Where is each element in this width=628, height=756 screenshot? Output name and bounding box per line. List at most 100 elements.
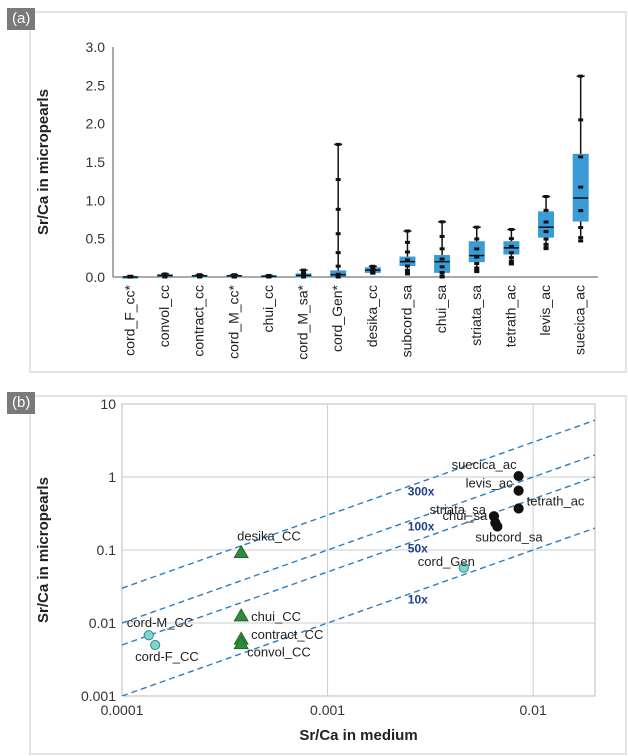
box-plot-chart: 0.0 0.5 1.0 1.5 2.0 2.5 3.0 Sr/Ca in micropearl…: [29, 11, 627, 373]
data-dot: [508, 244, 514, 248]
point-label: cord-F_CC: [135, 649, 199, 664]
y-tick-label: 0.0: [86, 269, 106, 285]
point-label: suecica_ac: [452, 457, 518, 472]
box: [468, 241, 485, 263]
data-dot: [370, 268, 376, 272]
y-axis-title: Sr/Ca in micropearls: [35, 89, 52, 235]
point-label: striata_sa: [430, 502, 487, 517]
data-dot: [335, 232, 341, 236]
data-dot: [335, 207, 341, 211]
data-point-triangle: [233, 608, 249, 622]
point-label: tetrath_ac: [527, 494, 585, 509]
data-dot: [335, 275, 341, 279]
y-tick-label: 2.5: [86, 77, 106, 93]
data-dot: [508, 256, 514, 260]
data-dot: [231, 273, 237, 277]
y-tick-label: 1: [108, 469, 116, 485]
data-point-circle: [150, 639, 161, 651]
point-label: subcord_sa: [475, 529, 543, 544]
reference-line: [122, 527, 595, 696]
y-tick-label: 1.5: [86, 154, 106, 170]
data-dot: [578, 236, 584, 240]
reference-line-label: 10x: [408, 592, 428, 606]
data-point-circle: [513, 485, 524, 496]
data-dot: [578, 155, 584, 159]
data-dot: [301, 268, 307, 272]
category-label: striata_sa: [468, 285, 484, 346]
data-dot: [543, 208, 549, 212]
data-dot: [474, 247, 480, 251]
data-dot: [474, 255, 480, 259]
data-point-triangle: [233, 635, 249, 650]
panel-frame: [29, 395, 627, 755]
x-tick-label: 0.01: [519, 702, 546, 718]
category-label: contract_cc: [191, 285, 207, 357]
data-point-circle: [513, 470, 524, 482]
y-tick-label: 3.0: [86, 39, 106, 55]
data-dot: [474, 225, 480, 229]
data-dot: [335, 178, 341, 182]
data-dot: [370, 264, 376, 268]
data-dot: [543, 246, 549, 250]
data-dot: [301, 271, 307, 275]
data-dot: [578, 239, 584, 243]
data-dot: [578, 226, 584, 230]
reference-line-label: 300x: [408, 485, 435, 499]
category-label: subcord_sa: [398, 285, 414, 358]
category-label: levis_ac: [537, 285, 553, 336]
data-dot: [335, 264, 341, 268]
data-dot: [439, 265, 445, 269]
data-dot: [162, 272, 168, 276]
point-label: cord_Gen: [418, 554, 475, 569]
data-dot: [335, 272, 341, 276]
data-dot: [543, 195, 549, 198]
y-tick-label: 0.1: [97, 542, 117, 558]
reference-line-label: 100x: [408, 519, 435, 533]
data-dot: [578, 185, 584, 189]
point-label: chui_sa: [443, 508, 489, 523]
data-dot: [404, 229, 410, 233]
data-point-circle: [513, 503, 524, 514]
data-point-circle: [492, 521, 503, 532]
data-dot: [474, 261, 480, 265]
y-tick-label: 0.5: [86, 231, 106, 247]
category-label: cord_M_sa*: [295, 284, 311, 359]
y-tick-label: 10: [100, 396, 116, 412]
point-label: convol_CC: [247, 645, 311, 660]
category-label: cord_Gen*: [329, 284, 345, 351]
panel-b-label: (b): [7, 392, 36, 414]
data-dot: [474, 269, 480, 273]
reference-line: [122, 419, 595, 589]
data-dot: [508, 227, 514, 231]
category-label: chui_sa: [433, 285, 449, 333]
data-dot: [404, 264, 410, 268]
data-dot: [439, 220, 445, 224]
data-dot: [474, 237, 480, 241]
data-dot: [266, 273, 272, 277]
data-dot: [439, 247, 445, 251]
category-label: desika_cc: [364, 285, 380, 347]
data-dot: [439, 274, 445, 278]
panel-frame: [29, 11, 627, 373]
panel-b: (b) 0.0001 0.001 0.01 0.001 0.01 0.1 1 10 Sr/Ca …: [0, 384, 628, 756]
point-label: contract_CC: [251, 627, 323, 642]
data-dot: [301, 270, 307, 274]
data-dot: [335, 251, 341, 255]
data-point-triangle: [233, 544, 249, 559]
data-dot: [543, 230, 549, 234]
reference-line-label: 50x: [408, 541, 428, 555]
data-dot: [404, 250, 410, 254]
y-tick-label: 0.001: [81, 688, 116, 704]
data-point-circle: [143, 630, 154, 641]
point-label: levis_ac: [466, 476, 513, 491]
data-dot: [370, 266, 376, 270]
data-dot: [335, 142, 341, 146]
point-label: desika_CC: [237, 529, 301, 544]
category-label: cord_F_cc*: [121, 284, 137, 355]
y-tick-label: 0.01: [89, 615, 116, 631]
reference-line: [122, 454, 595, 624]
category-label: cord_M_cc*: [225, 284, 241, 358]
category-label: chui_cc: [260, 285, 276, 332]
data-dot: [197, 273, 203, 277]
